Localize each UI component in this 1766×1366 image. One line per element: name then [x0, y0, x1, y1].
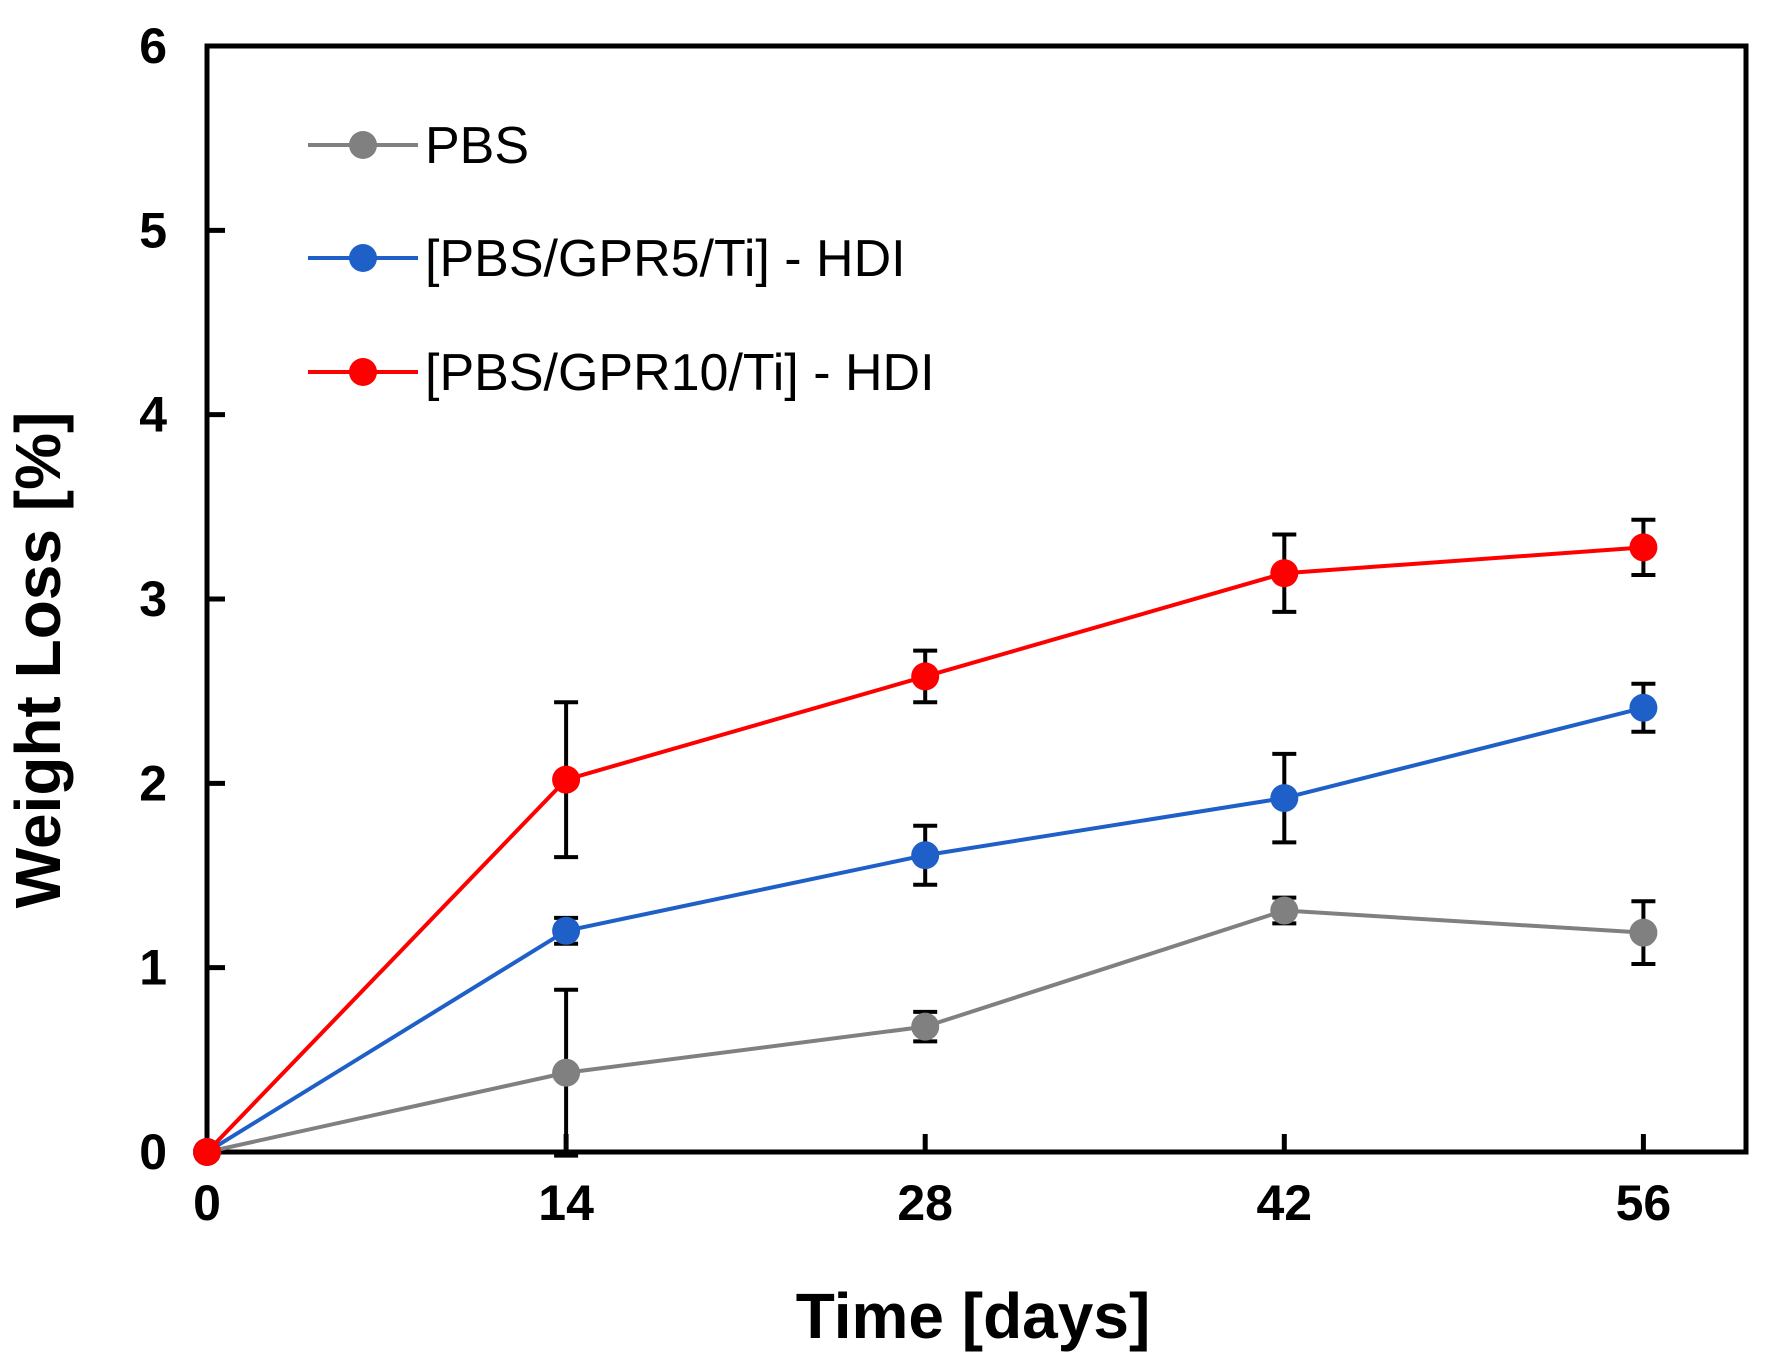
data-point-1-4: [1629, 918, 1658, 947]
legend-marker-1: [349, 131, 377, 159]
data-point-2-2: [911, 841, 940, 870]
series-1: [193, 895, 1658, 1166]
legend-label-3: [PBS/GPR10/Ti] - HDI: [425, 344, 935, 402]
data-point-2-4: [1629, 693, 1658, 722]
data-point-2-3: [1270, 784, 1299, 813]
data-point-3-0: [193, 1138, 221, 1166]
series-2: [193, 681, 1658, 1166]
y-tick-label-1: 1: [139, 940, 167, 996]
y-axis-ticks: 0 1 2 3 4 5 6: [139, 18, 225, 1180]
data-point-2-1: [552, 916, 581, 945]
x-axis-title: Time [days]: [796, 1280, 1151, 1352]
x-tick-label-56: 56: [1616, 1175, 1672, 1231]
data-point-3-1: [552, 765, 581, 794]
legend: PBS [PBS/GPR5/Ti] - HDI [PBS/GPR10/Ti] - H…: [308, 117, 935, 402]
axes: [204, 43, 1749, 1155]
x-tick-label-14: 14: [538, 1175, 594, 1231]
y-tick-label-2: 2: [139, 755, 167, 811]
data-point-1-2: [911, 1012, 940, 1041]
legend-marker-2: [349, 244, 377, 272]
x-axis-ticks: 0 14 28 42 56: [193, 1134, 1671, 1231]
data-point-3-4: [1629, 533, 1658, 562]
y-tick-label-6: 6: [139, 18, 167, 74]
legend-label-2: [PBS/GPR5/Ti] - HDI: [425, 230, 906, 288]
data-point-1-3: [1270, 896, 1299, 925]
legend-marker-3: [349, 358, 377, 386]
series-3: [193, 517, 1658, 1166]
x-tick-label-0: 0: [193, 1175, 221, 1231]
data-point-3-2: [911, 662, 940, 691]
y-tick-label-4: 4: [139, 387, 167, 443]
y-tick-label-0: 0: [139, 1124, 167, 1180]
y-tick-label-5: 5: [139, 202, 167, 258]
data-point-1-1: [552, 1058, 581, 1087]
y-tick-label-3: 3: [139, 571, 167, 627]
x-tick-label-42: 42: [1256, 1175, 1312, 1231]
x-tick-label-28: 28: [897, 1175, 953, 1231]
series-layer: [193, 517, 1658, 1166]
plot-frame: [204, 43, 1749, 1155]
data-point-3-3: [1270, 559, 1299, 588]
legend-label-1: PBS: [425, 117, 529, 175]
y-axis-title: Weight Loss [%]: [2, 412, 74, 909]
